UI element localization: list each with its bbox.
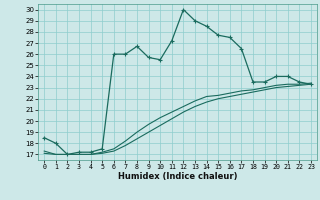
X-axis label: Humidex (Indice chaleur): Humidex (Indice chaleur) (118, 172, 237, 181)
